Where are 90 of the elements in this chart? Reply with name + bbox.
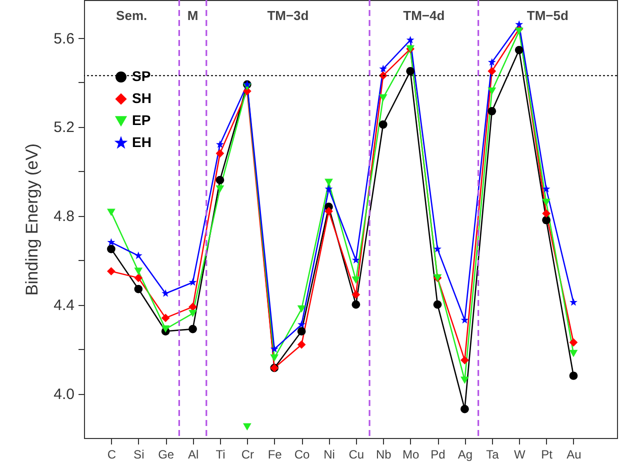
point (460, 316, 469, 324)
point (107, 208, 116, 216)
point (188, 278, 197, 286)
point (134, 252, 142, 260)
point (514, 46, 524, 54)
x-tick-label: Ni (324, 448, 335, 462)
point (378, 94, 388, 102)
y-axis-title: Binding Energy (eV) (22, 143, 42, 296)
point (134, 274, 143, 282)
point (434, 244, 442, 252)
x-tick-label: Pd (430, 448, 446, 462)
point (569, 350, 578, 358)
point (270, 344, 278, 352)
legend-label: SH (132, 90, 152, 106)
point (378, 120, 388, 129)
point (162, 289, 170, 297)
x-tick-label: Ti (216, 448, 226, 462)
point (161, 314, 170, 322)
point (298, 320, 306, 328)
annotation: TM−5d (526, 8, 568, 23)
point (352, 256, 360, 264)
x-tick-label: Ag (458, 448, 473, 462)
y-tick-label: 4.8 (54, 208, 74, 226)
x-tick-label: Cr (241, 448, 254, 462)
point (542, 184, 550, 192)
annotation: TM−3d (267, 8, 309, 23)
x-tick-label: Mo (402, 448, 420, 462)
point (297, 327, 306, 336)
point (542, 209, 550, 218)
point (107, 267, 116, 276)
point (297, 340, 306, 349)
point (488, 66, 496, 76)
x-tick-label: C (107, 448, 116, 462)
x-tick-label: Au (566, 448, 582, 462)
point (216, 140, 224, 148)
point (216, 176, 224, 184)
point (107, 244, 116, 254)
point (433, 300, 442, 309)
x-tick-label: Co (294, 448, 310, 462)
point (134, 284, 143, 294)
x-tick-label: Cu (348, 448, 364, 462)
point (569, 338, 578, 347)
y-tick-label: 4.0 (54, 386, 74, 404)
point (216, 149, 224, 158)
legend-label: EH (132, 134, 152, 150)
legend-label: SP (132, 68, 151, 84)
point (352, 300, 360, 309)
point (406, 66, 415, 76)
y-tick-label: 5.2 (54, 119, 74, 136)
y-tick-label: 4.4 (54, 297, 74, 314)
point (107, 238, 116, 246)
point (352, 276, 360, 284)
point (570, 298, 578, 306)
point (460, 376, 469, 384)
point (324, 207, 333, 216)
point (569, 372, 578, 380)
point (379, 64, 388, 72)
x-tick-label: Ge (158, 448, 174, 462)
point (188, 324, 197, 334)
x-tick-label: Al (188, 448, 199, 462)
point (406, 36, 414, 44)
point (352, 290, 360, 299)
y-tick-label: 5.6 (54, 30, 74, 48)
point (542, 198, 550, 206)
point (216, 185, 224, 193)
x-tick-label: Si (134, 448, 144, 462)
point (488, 58, 496, 66)
x-tick-label: W (514, 448, 526, 462)
point (460, 404, 469, 414)
point (542, 216, 550, 224)
x-tick-label: Fe (268, 448, 282, 462)
point (188, 310, 197, 318)
point (460, 356, 469, 364)
point (515, 20, 524, 28)
annotation: Sem. (116, 8, 148, 23)
point (488, 106, 496, 116)
point (134, 268, 143, 275)
point (324, 178, 333, 186)
point (514, 28, 524, 35)
point (270, 354, 279, 362)
point (324, 184, 333, 192)
legend-label: EP (132, 112, 151, 128)
point (297, 305, 306, 313)
annotation: M (187, 8, 198, 23)
point (161, 325, 170, 333)
x-tick-label: Pt (541, 448, 554, 462)
x-tick-label: Ta (486, 448, 500, 462)
annotation: TM−4d (403, 8, 445, 23)
point (488, 88, 496, 95)
x-tick-label: Nb (376, 448, 392, 462)
